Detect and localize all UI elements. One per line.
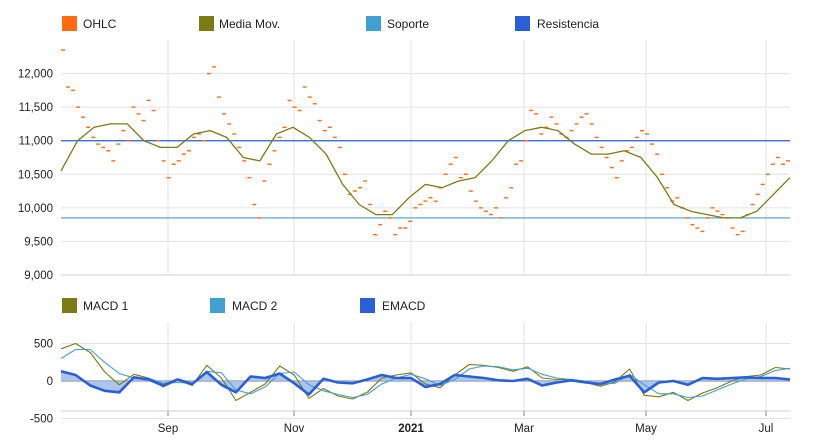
x-tick-label: Nov (284, 423, 305, 435)
macd-y-tick-label: -500 (30, 414, 53, 426)
macd-lines (60, 342, 791, 402)
price-y-tick-label: 11,000 (19, 136, 53, 148)
price-y-tick-label: 9,000 (24, 270, 53, 282)
price-plot-area (61, 40, 790, 280)
moving-average-line (60, 123, 791, 219)
ohlc-marks (61, 49, 790, 236)
x-tick-label: May (635, 423, 657, 435)
macd-legend: MACD 1 MACD 2 EMACD (62, 298, 426, 313)
macd-y-ticks: 500 0 -500 (30, 339, 53, 426)
price-y-tick-label: 10,500 (18, 169, 53, 181)
legend-item-emacd[interactable]: EMACD (360, 298, 426, 313)
x-tick-label: 2021 (398, 423, 424, 435)
price-y-tick-label: 12,000 (18, 69, 53, 81)
legend-swatch-macd2 (210, 298, 225, 313)
macd-y-tick-label: 500 (34, 339, 53, 351)
x-axis-ticks: Sep Nov 2021 Mar May Jul (158, 411, 774, 435)
price-y-tick-label: 9,500 (24, 236, 53, 248)
legend-item-moving-average[interactable]: Media Mov. (199, 16, 280, 31)
legend-swatch-moving-average (199, 16, 214, 31)
legend-label-resistance: Resistencia (537, 17, 599, 31)
legend-item-support[interactable]: Soporte (366, 16, 429, 31)
emacd-line (60, 370, 791, 396)
price-y-ticks: 9,000 9,500 10,000 10,500 11,000 11,500 12,000 (18, 69, 53, 282)
macd2-line (60, 348, 791, 399)
moving-average-layer (60, 123, 791, 219)
price-legend: OHLC Media Mov. Soporte Resistencia (62, 16, 599, 31)
price-y-tick-label: 10,000 (18, 203, 53, 215)
legend-swatch-support (366, 16, 381, 31)
price-y-tick-label: 11,500 (19, 102, 53, 114)
legend-label-support: Soporte (387, 17, 429, 31)
legend-item-macd2[interactable]: MACD 2 (210, 298, 278, 313)
macd1-line (60, 342, 791, 402)
x-tick-label: Sep (158, 423, 178, 435)
legend-swatch-ohlc (62, 16, 77, 31)
legend-item-resistance[interactable]: Resistencia (515, 16, 599, 31)
legend-item-ohlc[interactable]: OHLC (62, 16, 117, 31)
price-overlays (61, 140, 790, 219)
legend-label-ohlc: OHLC (83, 17, 117, 31)
x-tick-label: Mar (514, 423, 534, 435)
emacd-area (61, 371, 790, 395)
macd-gridlines (61, 322, 790, 419)
legend-item-macd1[interactable]: MACD 1 (62, 298, 129, 313)
legend-swatch-macd1 (62, 298, 77, 313)
macd-y-tick-label: 0 (47, 376, 53, 388)
legend-label-emacd: EMACD (382, 299, 426, 313)
legend-swatch-resistance (515, 16, 530, 31)
legend-label-macd1: MACD 1 (83, 299, 129, 313)
x-tick-label: Jul (759, 423, 774, 435)
legend-label-moving-average: Media Mov. (219, 17, 280, 31)
legend-swatch-emacd (360, 298, 375, 313)
price-panel: 9,000 9,500 10,000 10,500 11,000 11,500 12,000 (18, 40, 791, 282)
macd-panel: 500 0 -500 Sep Nov 2021 Mar May Jul (30, 322, 791, 435)
legend-label-macd2: MACD 2 (232, 299, 278, 313)
